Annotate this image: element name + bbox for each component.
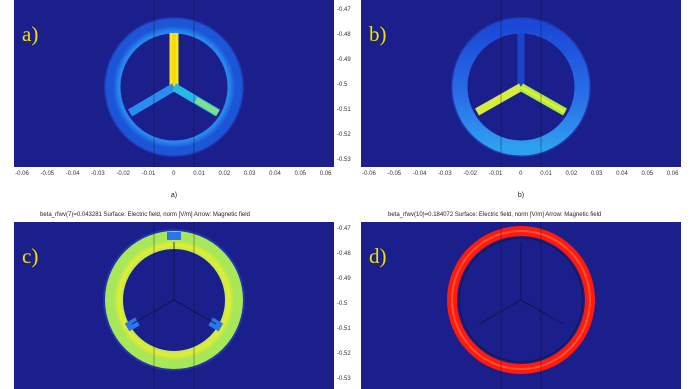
y-tick-label: -0.53 — [337, 376, 351, 382]
x-tick-label: 0.06 — [666, 171, 679, 177]
panel-d-label: d) — [369, 244, 387, 268]
field-plot-c-graphic — [103, 222, 245, 389]
x-tick-label: -0.02 — [116, 171, 131, 177]
x-tick-label: 0 — [519, 171, 523, 177]
x-tick-label: 0.04 — [269, 171, 281, 177]
x-tick-label: -0.06 — [15, 171, 29, 177]
x-tick-label: -0.05 — [40, 171, 55, 177]
x-tick-label: -0.04 — [412, 171, 427, 177]
y-tick-label: -0.5 — [337, 82, 348, 88]
x-tick-label: -0.04 — [65, 171, 80, 177]
caption-a: a) — [170, 192, 178, 199]
y-tick-label: -0.52 — [337, 132, 351, 138]
x-tick-label: 0.06 — [319, 171, 332, 177]
y-tick-label: -0.53 — [337, 157, 351, 163]
x-tick-label: -0.05 — [387, 171, 402, 177]
x-tick-label: 0.03 — [243, 171, 256, 177]
y-tick-label: -0.52 — [337, 351, 351, 357]
x-tick-label: 0.01 — [540, 171, 552, 177]
y-tick-label: -0.47 — [337, 226, 351, 232]
x-tick-label: -0.01 — [488, 171, 503, 177]
x-tick-label: -0.01 — [141, 171, 156, 177]
x-tick-label: -0.03 — [91, 171, 105, 177]
x-tick-label: 0.04 — [616, 171, 628, 177]
x-tick-label: 0.05 — [294, 171, 307, 177]
y-tick-label: -0.47 — [337, 7, 351, 13]
x-tick-label: 0.02 — [218, 171, 231, 177]
field-plot-d-graphic — [447, 222, 595, 389]
x-tick-label: 0.02 — [565, 171, 578, 177]
y-tick-label: -0.5 — [337, 301, 348, 307]
panel-c-label: c) — [22, 244, 39, 268]
field-plot-c: c) — [14, 222, 334, 389]
x-tick-label: 0.01 — [193, 171, 205, 177]
x-tick-label: 0.05 — [641, 171, 654, 177]
field-plot-b-graphic — [451, 0, 591, 167]
y-tick-label: -0.51 — [337, 107, 351, 113]
field-plot-d: d) — [361, 222, 681, 389]
panel-a-label: a) — [22, 22, 39, 46]
y-tick-label: -0.51 — [337, 326, 351, 332]
field-plot-a-graphic — [104, 0, 244, 167]
field-plot-b: b) — [361, 0, 681, 167]
y-tick-label: -0.48 — [337, 251, 351, 257]
plot-title-d: beta_rfwv(10)=0.184072 Surface: Electric… — [388, 212, 602, 218]
x-tick-label: 0 — [172, 171, 176, 177]
x-tick-label: -0.06 — [362, 171, 376, 177]
field-plot-a: a) — [14, 0, 334, 167]
x-tick-label: -0.02 — [463, 171, 478, 177]
x-tick-label: -0.03 — [438, 171, 452, 177]
y-tick-label: -0.48 — [337, 32, 351, 38]
caption-b: b) — [517, 192, 525, 199]
x-tick-label: 0.03 — [590, 171, 603, 177]
y-tick-label: -0.49 — [337, 57, 351, 63]
plot-title-c: beta_rfwv(7)=0.043281 Surface: Electric … — [40, 212, 250, 218]
y-tick-label: -0.49 — [337, 276, 351, 282]
panel-b-label: b) — [369, 22, 387, 46]
